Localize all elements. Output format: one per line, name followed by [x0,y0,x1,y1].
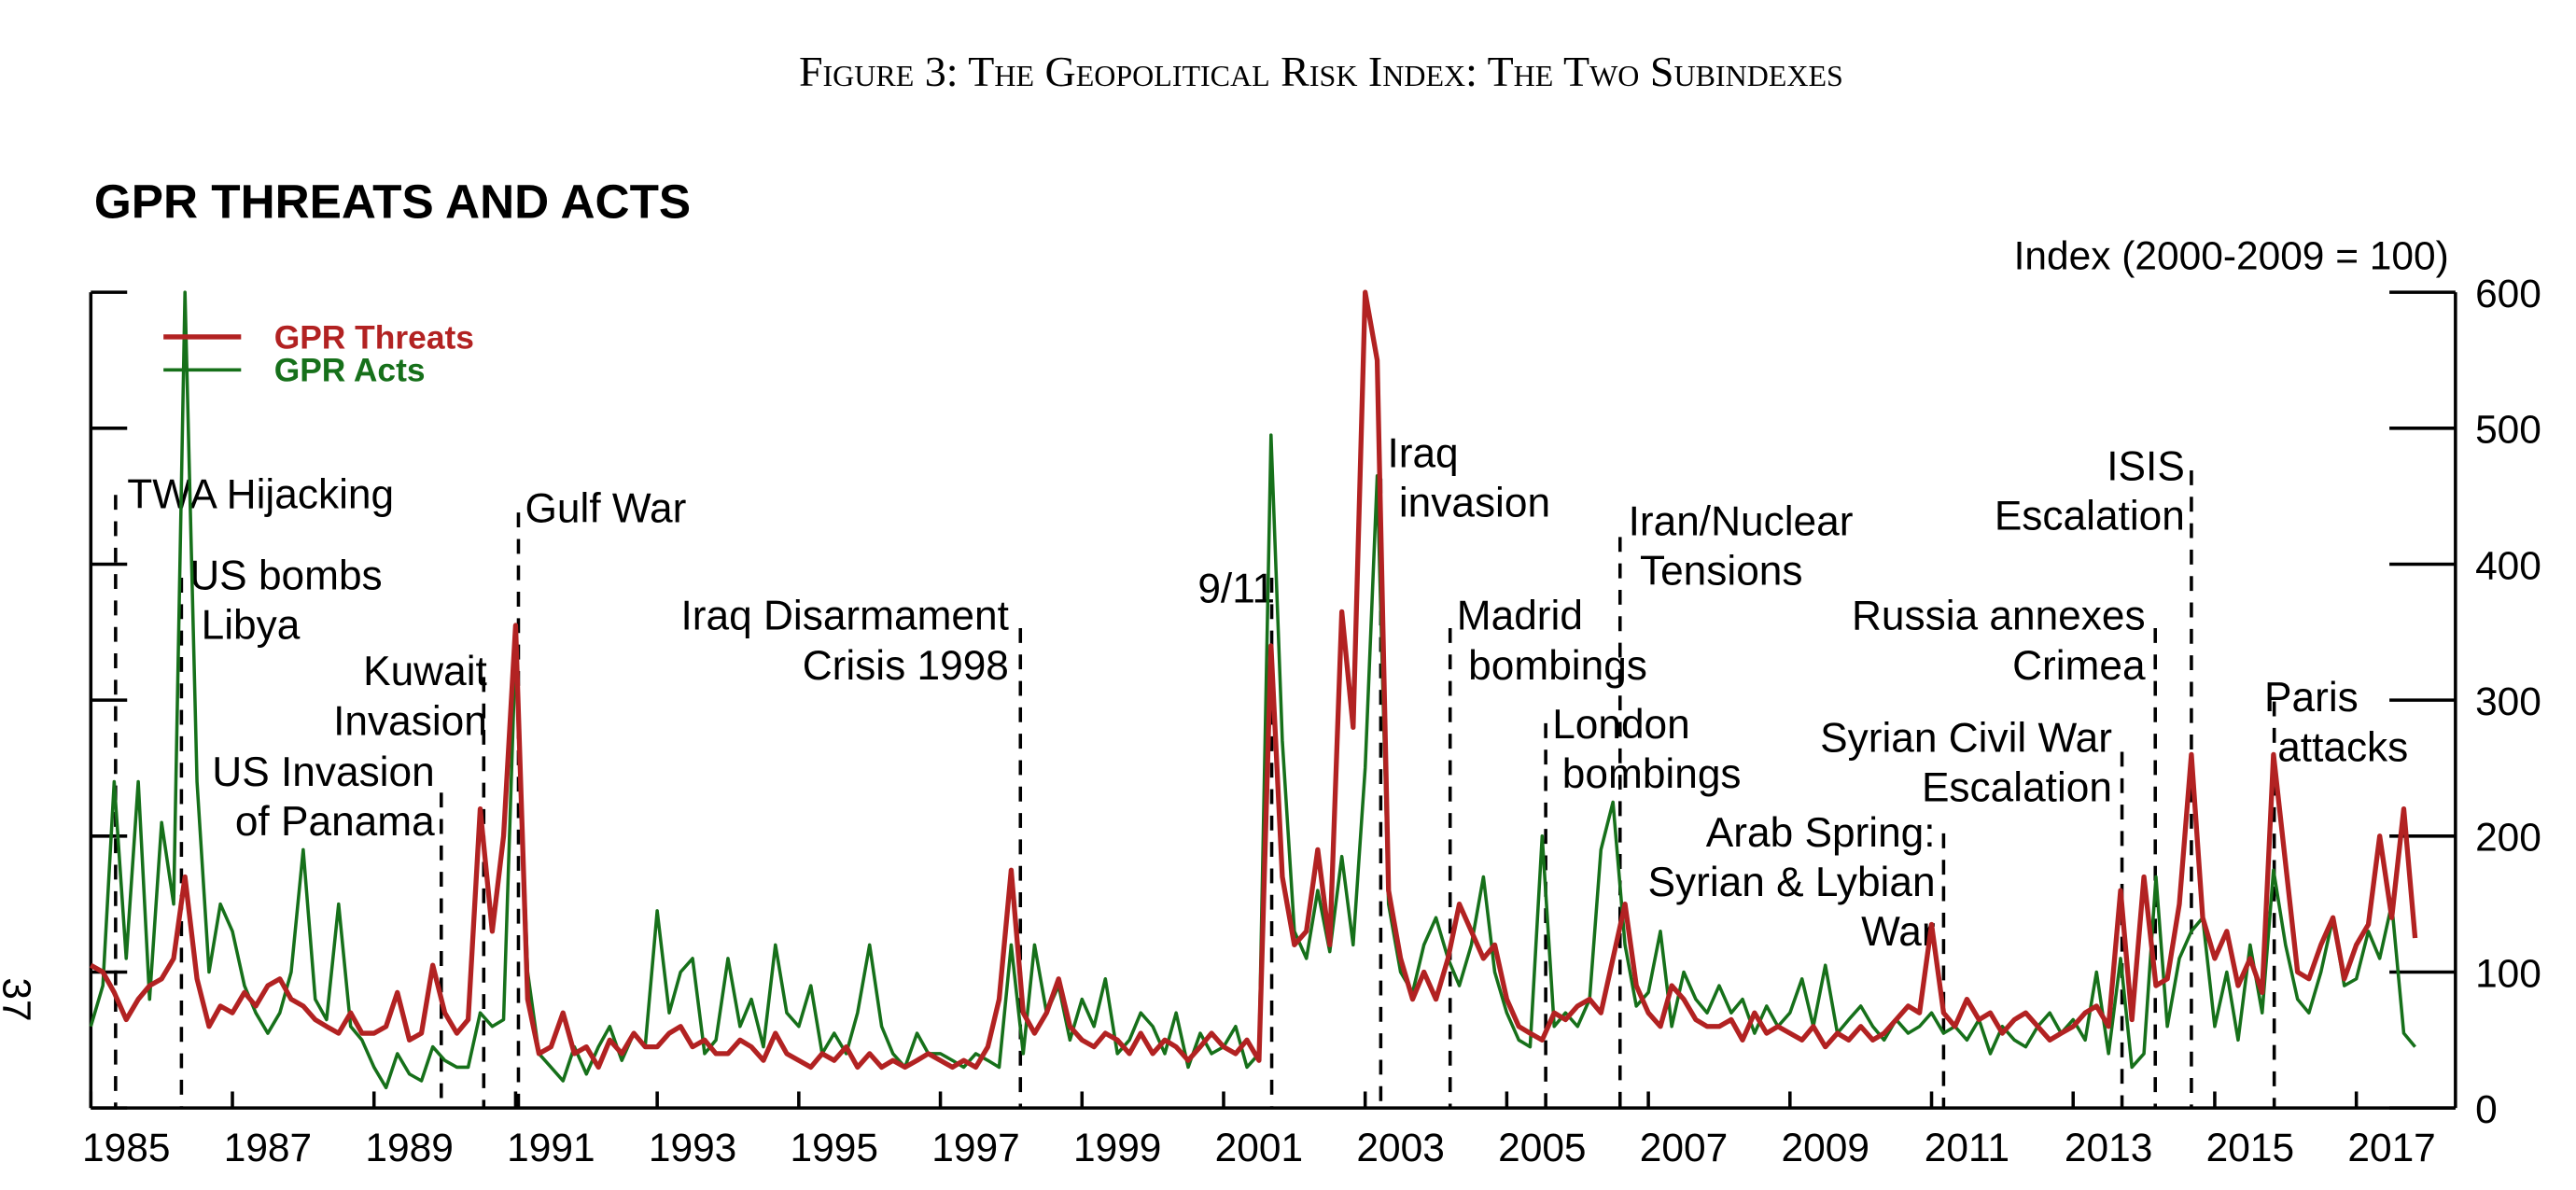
x-tick-label: 1991 [507,1126,595,1169]
event-label: Kuwait [363,649,487,694]
chart-title: GPR THREATS AND ACTS [94,175,691,229]
series-line [90,289,2418,1071]
legend-label: GPR Threats [274,319,474,356]
event-label: Tensions [1640,549,1803,595]
y-tick-label: 400 [2475,543,2541,587]
event-label: Madrid [1457,594,1583,639]
y-tick-label: 500 [2475,408,2541,452]
y-tick-label: 0 [2475,1087,2498,1131]
x-tick-label: 2013 [2065,1126,2152,1169]
event-label: Crisis 1998 [803,643,1009,689]
event-label: invasion [1399,480,1550,525]
series-line [89,290,2416,1090]
event-label: ISIS [2107,444,2185,490]
legend-label: GPR Acts [274,353,426,389]
x-tick-label: 2007 [1640,1126,1728,1169]
event-label: attacks [2277,724,2408,770]
x-tick-label: 1995 [791,1126,878,1169]
x-tick-label: 1999 [1073,1126,1161,1169]
x-tick-label: 2017 [2347,1126,2435,1169]
event-label: US Invasion [212,749,434,795]
figure-caption: Figure 3: The Geopolitical Risk Index: T… [799,48,1843,95]
y-tick-label: 300 [2475,679,2541,723]
x-tick-label: 1993 [649,1126,736,1169]
event-label: of Panama [235,799,435,845]
x-tick-label: 1989 [365,1126,453,1169]
event-label: Iraq [1387,430,1458,476]
event-label: Invasion [333,698,487,744]
event-label: Paris [2264,675,2359,721]
x-tick-label: 1997 [931,1126,1019,1169]
y-axis-label: Index (2000-2009 = 100) [2014,233,2449,277]
event-label: bombings [1562,751,1742,797]
x-tick-label: 2001 [1215,1126,1303,1169]
event-label: Russia annexes [1852,594,2146,639]
event-label: Iran/Nuclear [1629,499,1854,545]
x-tick-label: 2003 [1356,1126,1444,1169]
event-label: Crimea [2012,643,2146,689]
x-tick-label: 2009 [1782,1126,1869,1169]
event-label: Escalation [1922,765,2112,811]
event-label: bombings [1468,643,1647,689]
event-label: US bombs [189,553,382,598]
event-label: Syrian & Lybian [1647,860,1935,905]
event-label: Arab Spring: [1706,810,1936,856]
y-tick-label: 200 [2475,816,2541,860]
event-label: Syrian Civil War [1820,716,2112,762]
event-label: War [1861,909,1935,955]
y-tick-label: 100 [2475,951,2541,995]
x-tick-label: 2015 [2206,1126,2294,1169]
event-label: TWA Hijacking [127,471,394,517]
x-tick-label: 2005 [1498,1126,1586,1169]
y-tick-label: 600 [2475,272,2541,315]
page-number: 37 [0,977,39,1021]
event-label: Libya [202,603,301,649]
event-label: Iraq Disarmament [680,594,1008,639]
event-label: Gulf War [525,486,687,532]
x-tick-label: 1987 [224,1126,312,1169]
x-tick-label: 2011 [1925,1126,2009,1169]
event-label: 9/11 [1197,567,1275,612]
event-label: Escalation [1995,494,2185,539]
x-tick-label: 1985 [82,1126,170,1169]
